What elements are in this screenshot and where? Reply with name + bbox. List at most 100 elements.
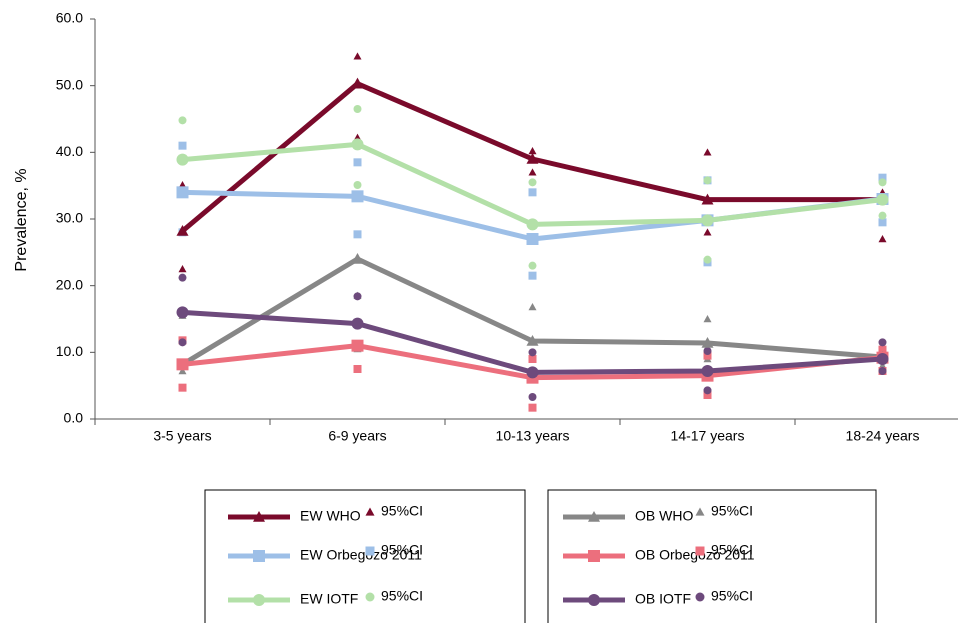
ci-marker [353,105,362,113]
legend-marker [588,511,600,522]
point [351,317,364,330]
legend-label: EW Orbegozo 2011 [300,547,422,563]
x-tick-label: 6-9 years [328,428,386,444]
point [701,193,714,205]
y-tick-label: 30.0 [56,210,83,226]
ci-marker [353,365,362,373]
ci-marker [528,303,537,311]
ci-marker [703,148,712,156]
ci-marker [878,178,887,187]
point [351,138,364,151]
point [876,353,889,365]
ci-marker [178,367,187,375]
x-tick-label: 18-24 years [846,428,920,444]
legend-ci-label: 95%CI [711,503,753,519]
point [176,186,189,199]
point [876,193,889,206]
ci-marker [353,158,362,167]
y-tick-label: 10.0 [56,343,83,359]
y-tick-label: 0.0 [64,410,84,426]
legend-box [204,489,526,623]
legend-box [547,489,877,623]
ci-marker [703,315,712,323]
point [701,365,714,377]
ci-marker [878,345,887,354]
legend-label: OB WHO [635,508,693,524]
x-tick-label: 3-5 years [153,428,211,444]
legend-marker [253,550,265,562]
point [351,190,364,203]
legend-marker [588,594,600,606]
ci-marker [528,348,537,357]
legend-ci-marker [695,546,705,556]
y-tick-label: 20.0 [56,276,83,292]
legend-marker [253,511,265,522]
point [351,339,364,352]
ci-marker [528,147,537,155]
legend-ci-label: 95%CI [381,588,423,604]
legend-ci-label: 95%CI [381,503,423,519]
x-tick-label: 10-13 years [496,428,570,444]
legend-ci-marker [365,546,375,556]
legend-label: EW WHO [300,508,361,524]
y-tick-label: 40.0 [56,143,83,159]
legend-label: EW IOTF [300,591,358,607]
point [176,358,189,371]
point [526,335,539,346]
ci-marker [528,178,537,187]
legend-ci-label: 95%CI [381,542,423,558]
ci-marker [703,351,712,360]
ci-marker [528,188,537,197]
y-tick-label: 50.0 [56,76,83,92]
point [701,214,714,227]
y-tick-label: 60.0 [56,10,83,26]
ci-marker [703,228,712,236]
legend-marker [588,550,600,562]
ci-marker [353,230,362,239]
ci-marker [878,173,887,182]
legend-ci-marker [365,507,375,516]
point [701,337,714,348]
point [351,253,364,264]
ci-marker [528,403,537,412]
ci-marker [703,255,712,264]
ci-marker [528,355,537,363]
ci-marker [703,347,712,355]
legend-ci-label: 95%CI [711,588,753,604]
point [526,233,539,245]
ci-marker [878,218,887,227]
ci-marker [878,367,887,375]
ci-marker [178,141,187,150]
ci-marker [353,52,362,60]
ci-marker [178,338,187,347]
ci-marker [703,176,712,185]
ci-marker [353,292,362,301]
point [176,225,189,236]
legend-label: OB Orbegozo 2011 [635,547,755,563]
ci-marker [178,383,187,392]
ci-marker [528,168,537,176]
point [351,77,364,89]
legend-ci-marker [695,592,705,602]
legend-label: OB IOTF [635,591,691,607]
legend-ci-label: 95%CI [711,542,753,558]
ci-marker [528,393,537,401]
point [526,218,539,231]
ci-marker [353,181,362,189]
ci-marker [703,391,712,399]
legend-ci-marker [695,507,705,516]
ci-marker [878,338,887,347]
ci-marker [703,386,712,395]
legend-ci-marker [365,592,375,602]
ci-marker [878,211,887,220]
ci-marker [178,265,187,273]
ci-marker [178,273,187,282]
point [176,306,189,319]
point [526,153,539,164]
ci-marker [528,261,537,270]
point [526,366,539,379]
y-axis-label: Prevalence, % [13,168,30,271]
ci-marker [528,271,537,280]
legend-marker [253,594,265,606]
